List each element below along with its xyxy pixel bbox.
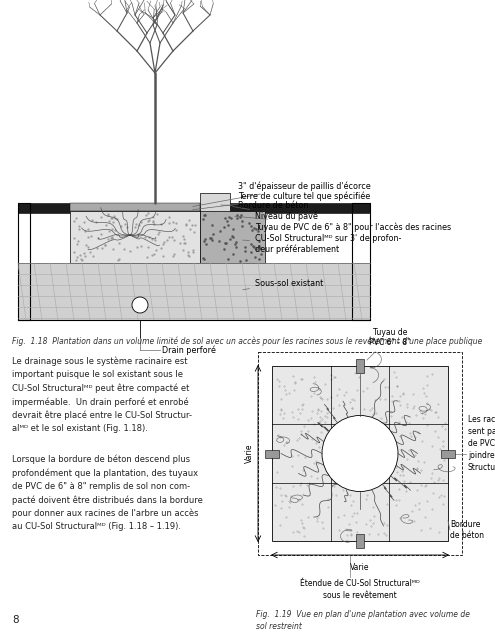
- Text: 8: 8: [12, 615, 19, 625]
- Circle shape: [132, 297, 148, 313]
- Bar: [18, 203, 30, 320]
- Text: Bordure
de béton: Bordure de béton: [450, 520, 484, 540]
- Bar: [70, 211, 200, 263]
- Text: Lorsque la bordure de béton descend plus
profondément que la plantation, des tuy: Lorsque la bordure de béton descend plus…: [12, 455, 203, 531]
- Text: Tuyau de PVC de 6" à 8" pour l'accès des racines: Tuyau de PVC de 6" à 8" pour l'accès des…: [235, 216, 451, 232]
- Bar: [258, 352, 462, 555]
- Bar: [18, 203, 370, 213]
- Text: Terre de culture tel que spécifiée: Terre de culture tel que spécifiée: [193, 191, 370, 210]
- Text: Les racines pas-
sent par le tuyau
de PVC pour re-
joindre le CU-Sol
Structuralᴹ: Les racines pas- sent par le tuyau de PV…: [468, 415, 495, 472]
- Text: Varie: Varie: [245, 444, 254, 463]
- Bar: [272, 366, 448, 541]
- Bar: [70, 203, 200, 211]
- Text: Bordure de béton: Bordure de béton: [221, 202, 308, 211]
- Text: 3" d'épaisseur de paillis d'écorce: 3" d'épaisseur de paillis d'écorce: [193, 181, 371, 207]
- Bar: [356, 359, 364, 373]
- Text: Niveau du pavé: Niveau du pavé: [233, 207, 318, 221]
- Text: Étendue de CU-Sol Structuralᴹᴰ
sous le revêtement: Étendue de CU-Sol Structuralᴹᴰ sous le r…: [300, 579, 420, 600]
- Bar: [441, 449, 455, 458]
- Bar: [265, 449, 279, 458]
- Text: CU-Sol Structuralᴹᴰ sur 3' de profon-
deur préférablement: CU-Sol Structuralᴹᴰ sur 3' de profon- de…: [243, 234, 401, 254]
- Bar: [200, 211, 265, 263]
- Text: Tuyau de
PVC 6" - 8": Tuyau de PVC 6" - 8": [367, 328, 411, 360]
- Text: Sous-sol existant: Sous-sol existant: [243, 278, 323, 290]
- Bar: [200, 193, 230, 220]
- Text: Le drainage sous le système racinaire est
important puisque le sol existant sous: Le drainage sous le système racinaire es…: [12, 357, 192, 433]
- Text: Varie: Varie: [350, 563, 370, 572]
- Bar: [70, 203, 200, 213]
- Text: Drain perforé: Drain perforé: [162, 345, 216, 355]
- Bar: [18, 263, 370, 320]
- Text: Fig.  1.18  Plantation dans un volume limité de sol avec un accès pour les racin: Fig. 1.18 Plantation dans un volume limi…: [12, 336, 482, 346]
- Bar: [356, 534, 364, 548]
- Text: Fig.  1.19  Vue en plan d'une plantation avec volume de
sol restreint: Fig. 1.19 Vue en plan d'une plantation a…: [256, 610, 470, 631]
- Circle shape: [322, 415, 398, 492]
- Bar: [352, 203, 370, 320]
